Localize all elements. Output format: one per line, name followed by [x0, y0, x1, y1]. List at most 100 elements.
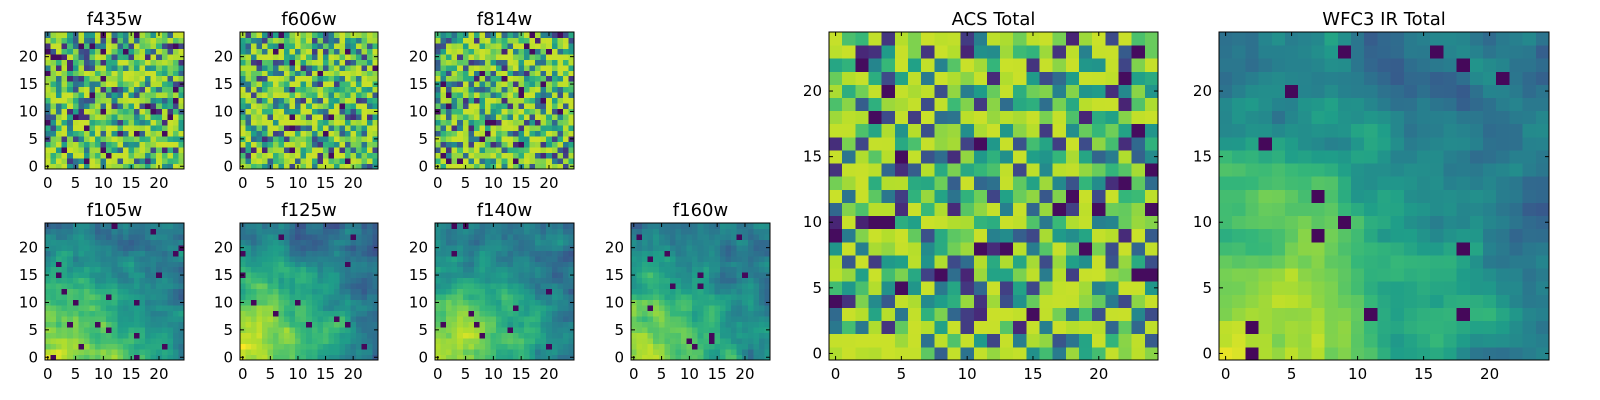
heatmap-cell	[462, 97, 469, 104]
heatmap-cell	[161, 338, 168, 344]
heatmap-cell	[350, 42, 357, 49]
heatmap-cell	[451, 97, 458, 104]
heatmap-cell	[485, 70, 491, 77]
heatmap-cell	[256, 261, 263, 268]
heatmap-cell	[501, 305, 508, 312]
heatmap-cell	[664, 250, 671, 257]
heatmap-cell	[251, 239, 257, 246]
heatmap-cell	[636, 255, 643, 262]
heatmap-cell	[278, 53, 285, 60]
heatmap-cell	[262, 327, 268, 333]
heatmap-cell	[829, 241, 843, 256]
heatmap-cell	[317, 294, 324, 301]
heatmap-cell	[468, 158, 475, 164]
heatmap-cell	[61, 48, 68, 55]
heatmap-cell	[868, 241, 883, 256]
heatmap-cell	[557, 223, 564, 229]
heatmap-cell	[251, 103, 257, 110]
heatmap-cell	[295, 70, 302, 77]
heatmap-cell	[56, 305, 63, 312]
heatmap-cell	[462, 42, 469, 49]
heatmap-cell	[496, 92, 503, 99]
heatmap-cell	[251, 119, 257, 126]
heatmap-cell	[473, 239, 480, 246]
heatmap-cell	[842, 215, 856, 230]
heatmap-cell	[725, 277, 732, 284]
x-tick-label: 20	[344, 365, 363, 383]
heatmap-cell	[322, 250, 329, 257]
heatmap-cell	[501, 130, 508, 137]
heatmap-cell	[664, 277, 671, 284]
heatmap-cell	[907, 268, 922, 282]
heatmap-cell	[457, 70, 464, 77]
x-tick-label: 5	[461, 174, 471, 192]
heatmap-cell	[518, 86, 525, 93]
heatmap-cell	[106, 48, 113, 55]
heatmap-cell	[355, 294, 362, 301]
heatmap-cell	[306, 354, 313, 361]
heatmap-cell	[145, 81, 152, 88]
heatmap-cell	[540, 70, 547, 77]
heatmap-cell	[344, 338, 351, 344]
heatmap-cell	[50, 97, 57, 104]
heatmap-cell	[56, 223, 63, 229]
heatmap-cell	[350, 272, 357, 279]
heatmap-cell	[317, 283, 324, 290]
heatmap-cell	[122, 42, 129, 49]
heatmap-cell	[344, 327, 351, 333]
heatmap-cell	[245, 37, 252, 44]
heatmap-cell	[842, 281, 856, 295]
heatmap-cell	[50, 354, 57, 361]
heatmap-cell	[78, 97, 85, 104]
heatmap-cell	[546, 266, 553, 273]
heatmap-cell	[295, 119, 302, 126]
heatmap-cell	[61, 97, 68, 104]
heatmap-cell	[45, 147, 51, 153]
heatmap-cell	[372, 332, 379, 339]
heatmap-cell	[653, 349, 660, 355]
heatmap-cell	[986, 176, 1001, 190]
heatmap-cell	[145, 288, 152, 295]
heatmap-cell	[507, 119, 514, 126]
heatmap-cell	[117, 277, 124, 284]
heatmap-cell	[56, 321, 63, 328]
heatmap-cell	[50, 48, 57, 55]
heatmap-cell	[1105, 215, 1119, 230]
heatmap-cell	[45, 130, 51, 137]
heatmap-cell	[178, 114, 185, 121]
heatmap-cell	[67, 244, 74, 251]
heatmap-cell	[692, 343, 699, 350]
heatmap-cell	[95, 283, 101, 290]
heatmap-cell	[457, 92, 464, 99]
x-tick-label: 10	[288, 174, 307, 192]
heatmap-cell	[262, 147, 268, 153]
heatmap-cell	[50, 114, 57, 121]
heatmap-cell	[631, 332, 637, 339]
heatmap-cell	[557, 147, 564, 153]
heatmap-cell	[647, 343, 654, 350]
heatmap-cell	[278, 32, 285, 38]
heatmap-cell	[78, 261, 85, 268]
heatmap-cell	[167, 233, 174, 240]
heatmap-cell	[1144, 320, 1159, 335]
heatmap-cell	[161, 152, 168, 159]
heatmap-cell	[295, 299, 302, 306]
heatmap-cell	[366, 70, 373, 77]
heatmap-cell	[45, 332, 51, 339]
heatmap-cell	[366, 32, 373, 38]
heatmap-cell	[658, 338, 665, 344]
heatmap-cell	[653, 305, 660, 312]
heatmap-cell	[106, 130, 113, 137]
heatmap-cell	[529, 81, 536, 88]
heatmap-cell	[647, 233, 654, 240]
heatmap-cell	[960, 215, 975, 230]
heatmap-cell	[284, 244, 291, 251]
heatmap-cell	[697, 338, 704, 344]
heatmap-cell	[485, 349, 491, 355]
heatmap-cell	[451, 32, 458, 38]
heatmap-cell	[529, 125, 536, 132]
heatmap-cell	[273, 147, 280, 153]
heatmap-cell	[440, 316, 447, 323]
heatmap-cell	[67, 147, 74, 153]
heatmap-cell	[56, 103, 63, 110]
